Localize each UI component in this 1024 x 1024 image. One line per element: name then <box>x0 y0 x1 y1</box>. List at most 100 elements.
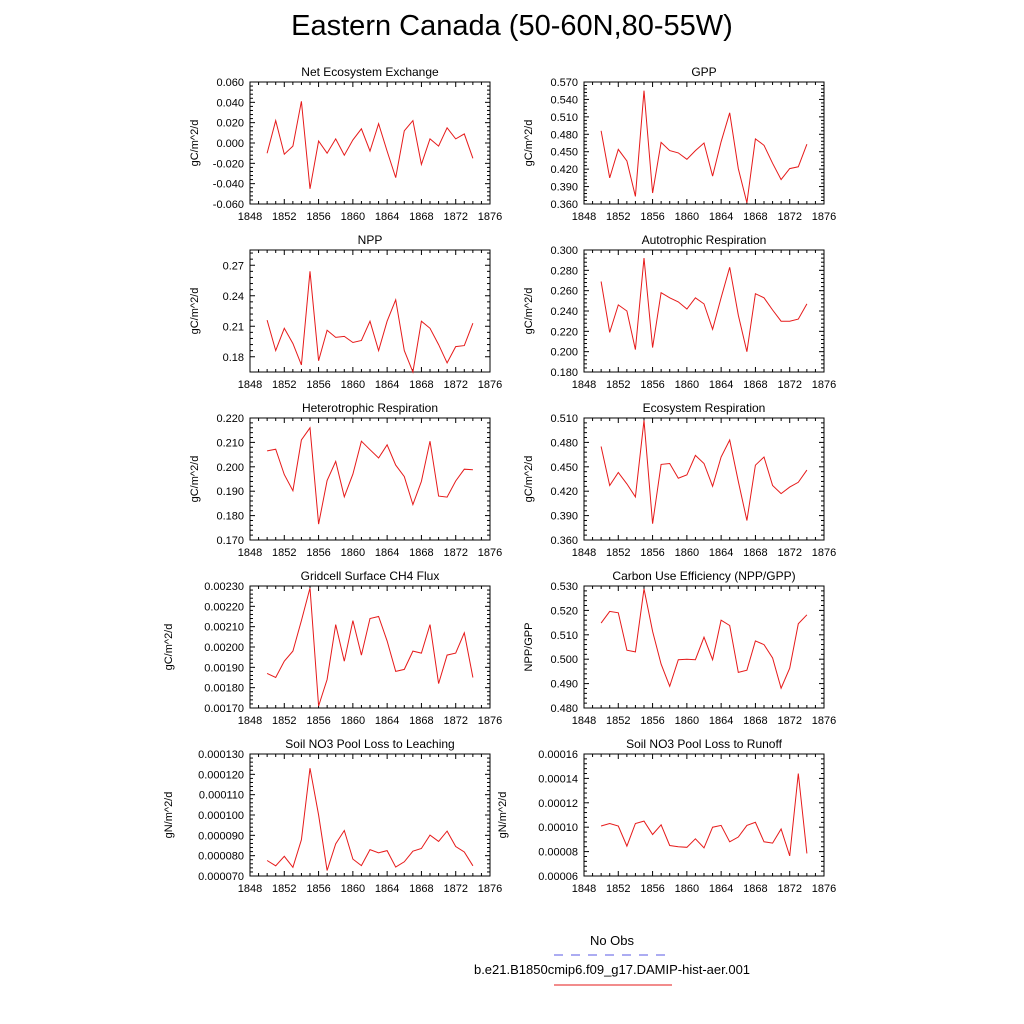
panel-10-ytick-label: 0.00016 <box>538 749 578 761</box>
panel-9-xtick-label: 1848 <box>238 883 262 895</box>
panel-2-xtick-label: 1868 <box>743 211 767 223</box>
panel-3-xtick-label: 1848 <box>238 379 262 391</box>
panel-4-xtick-label: 1848 <box>572 379 596 391</box>
panel-7-ytick-label: 0.00190 <box>204 662 244 674</box>
panel-10-xtick-label: 1868 <box>743 883 767 895</box>
panel-4-ytick-label: 0.300 <box>550 245 578 257</box>
panel-10-xtick-label: 1876 <box>812 883 836 895</box>
panel-3-series-line <box>266 271 474 374</box>
panel-4-ytick-label: 0.220 <box>550 326 578 338</box>
panel-7-ytick-label: 0.00170 <box>204 703 244 715</box>
panel-9-ytick-label: 0.000100 <box>198 810 244 822</box>
panel-8-xtick-label: 1852 <box>606 715 630 727</box>
panel-1-xtick-label: 1868 <box>409 211 433 223</box>
panel-2-xtick-label: 1848 <box>572 211 596 223</box>
panel-7-ytick-label: 0.00200 <box>204 642 244 654</box>
panel-3-ytick-label: 0.18 <box>223 352 244 364</box>
panel-10-ytick-label: 0.00010 <box>538 822 578 834</box>
panel-9-xtick-label: 1864 <box>375 883 399 895</box>
panel-8-ylabel: NPP/GPP <box>523 623 535 672</box>
panel-1-xtick-label: 1848 <box>238 211 262 223</box>
panel-6-xtick-label: 1860 <box>675 547 699 559</box>
panel-9-xtick-label: 1860 <box>341 883 365 895</box>
panel-6-xtick-label: 1856 <box>640 547 664 559</box>
panel-2-ytick-label: 0.390 <box>550 182 578 194</box>
panel-1-ytick-label: -0.040 <box>213 179 244 191</box>
panel-10-frame <box>583 753 825 877</box>
panel-3-xtick-label: 1868 <box>409 379 433 391</box>
panel-5-ytick-label: 0.200 <box>216 462 244 474</box>
panel-6-ytick-label: 0.480 <box>550 437 578 449</box>
panel-1-title: Net Ecosystem Exchange <box>301 65 439 79</box>
panel-6-xtick-label: 1852 <box>606 547 630 559</box>
panel-1-xtick-label: 1876 <box>478 211 502 223</box>
panel-7-ytick-label: 0.00220 <box>204 601 244 613</box>
panel-2-ytick-label: 0.360 <box>550 199 578 211</box>
panel-9-ylabel: gN/m^2/d <box>163 792 175 839</box>
panel-5-xtick-label: 1872 <box>443 547 467 559</box>
panel-2-xtick-label: 1876 <box>812 211 836 223</box>
panel-8-xtick-label: 1876 <box>812 715 836 727</box>
panel-7-xtick-label: 1848 <box>238 715 262 727</box>
panel-9-ytick-label: 0.000130 <box>198 749 244 761</box>
panel-6-ytick-label: 0.420 <box>550 486 578 498</box>
panel-5-ytick-label: 0.170 <box>216 535 244 547</box>
panel-6-ytick-label: 0.360 <box>550 535 578 547</box>
panel-2-xtick-label: 1856 <box>640 211 664 223</box>
panel-1-ytick-label: 0.060 <box>216 77 244 89</box>
panel-5-ytick-label: 0.190 <box>216 486 244 498</box>
panel-6-xtick-label: 1872 <box>777 547 801 559</box>
panel-3-ytick-label: 0.27 <box>223 260 244 272</box>
panel-4-ytick-label: 0.200 <box>550 347 578 359</box>
panel-2-title: GPP <box>691 65 716 79</box>
panel-8-title: Carbon Use Efficiency (NPP/GPP) <box>612 569 795 583</box>
panel-10-ytick-label: 0.00012 <box>538 798 578 810</box>
panel-10-ytick-label: 0.00006 <box>538 871 578 883</box>
panel-1-xtick-label: 1872 <box>443 211 467 223</box>
panel-7-xtick-label: 1860 <box>341 715 365 727</box>
panel-10-ytick-label: 0.00008 <box>538 847 578 859</box>
panel-4-xtick-label: 1860 <box>675 379 699 391</box>
panel-8-xtick-label: 1860 <box>675 715 699 727</box>
panel-2-xtick-label: 1864 <box>709 211 733 223</box>
panel-3-xtick-label: 1860 <box>341 379 365 391</box>
panel-9-ytick-label: 0.000090 <box>198 830 244 842</box>
panel-1-xtick-label: 1864 <box>375 211 399 223</box>
panel-4-ylabel: gC/m^2/d <box>523 288 535 335</box>
panel-2-ylabel: gC/m^2/d <box>523 120 535 167</box>
panel-7-series-line <box>266 587 474 707</box>
panel-3-xtick-label: 1856 <box>306 379 330 391</box>
panel-6-ylabel: gC/m^2/d <box>523 456 535 503</box>
panel-10-xtick-label: 1856 <box>640 883 664 895</box>
panel-5-xtick-label: 1848 <box>238 547 262 559</box>
panel-1-frame <box>249 81 491 205</box>
panel-8-xtick-label: 1872 <box>777 715 801 727</box>
panel-7-xtick-label: 1864 <box>375 715 399 727</box>
panel-8-ytick-label: 0.500 <box>550 654 578 666</box>
panel-1-series-line <box>266 101 474 189</box>
panel-3-ytick-label: 0.24 <box>223 291 244 303</box>
panel-5-xtick-label: 1876 <box>478 547 502 559</box>
panel-5-ylabel: gC/m^2/d <box>189 456 201 503</box>
panel-10-ytick-label: 0.00014 <box>538 773 578 785</box>
panel-3-xtick-label: 1864 <box>375 379 399 391</box>
panel-7-ytick-label: 0.00180 <box>204 683 244 695</box>
panel-5-series-line <box>267 426 473 525</box>
panel-7-xtick-label: 1876 <box>478 715 502 727</box>
panel-4-series-line <box>600 258 808 352</box>
panel-7-xtick-label: 1872 <box>443 715 467 727</box>
panel-3-ylabel: gC/m^2/d <box>189 288 201 335</box>
panel-9-xtick-label: 1852 <box>272 883 296 895</box>
panel-1-ytick-label: -0.020 <box>213 158 244 170</box>
panel-1-ytick-label: 0.020 <box>216 118 244 130</box>
panel-8-xtick-label: 1856 <box>640 715 664 727</box>
panel-6-xtick-label: 1868 <box>743 547 767 559</box>
panel-5-xtick-label: 1864 <box>375 547 399 559</box>
panel-9-xtick-label: 1872 <box>443 883 467 895</box>
panel-2-ytick-label: 0.450 <box>550 147 578 159</box>
panel-8-ytick-label: 0.530 <box>550 581 578 593</box>
panel-6-ytick-label: 0.450 <box>550 462 578 474</box>
panel-4-ytick-label: 0.260 <box>550 286 578 298</box>
panel-3-xtick-label: 1876 <box>478 379 502 391</box>
